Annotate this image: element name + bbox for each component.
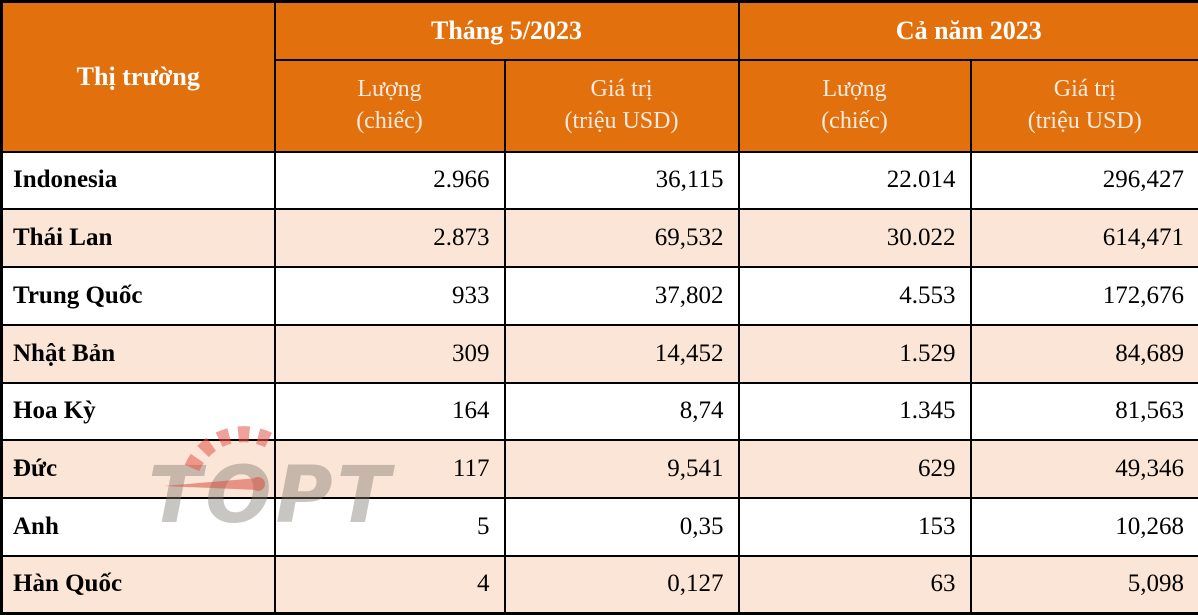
cell-value: 172,676 xyxy=(969,266,1198,326)
market-name: Thái Lan xyxy=(0,208,276,268)
corner-header-thi-truong: Thị trường xyxy=(0,0,276,153)
table-row-anh: Anh 5 0,35 153 10,268 xyxy=(0,497,1198,557)
subheader-luong-thang: Lượng (chiếc) xyxy=(273,58,506,153)
table-header: Thị trường Tháng 5/2023 Cả năm 2023 Lượn… xyxy=(0,0,1198,153)
cell-value: 4.553 xyxy=(737,266,972,326)
header-group-row: Thị trường Tháng 5/2023 Cả năm 2023 xyxy=(0,0,1198,153)
market-name: Trung Quốc xyxy=(0,266,276,326)
cell-value: 1.345 xyxy=(737,381,972,442)
cell-value: 4 xyxy=(273,554,506,615)
cell-value: 63 xyxy=(737,554,972,615)
table-row-nhat-ban: Nhật Bản 309 14,452 1.529 84,689 xyxy=(0,323,1198,384)
cell-value: 84,689 xyxy=(969,323,1198,384)
market-name: Nhật Bản xyxy=(0,323,276,384)
cell-value: 117 xyxy=(273,439,506,499)
cell-value: 5,098 xyxy=(969,554,1198,615)
market-name: Hàn Quốc xyxy=(0,554,276,615)
cell-value: 30.022 xyxy=(737,208,972,268)
cell-value: 10,268 xyxy=(969,497,1198,557)
subheader-gia-tri-nam: Giá trị (triệu USD) xyxy=(969,58,1198,153)
cell-value: 9,541 xyxy=(503,439,740,499)
cell-value: 0,35 xyxy=(503,497,740,557)
cell-value: 22.014 xyxy=(737,150,972,211)
market-name: Anh xyxy=(0,497,276,557)
table-row-trung-quoc: Trung Quốc 933 37,802 4.553 172,676 xyxy=(0,266,1198,326)
table-body: Indonesia 2.966 36,115 22.014 296,427 Th… xyxy=(0,150,1198,615)
table-row-han-quoc: Hàn Quốc 4 0,127 63 5,098 xyxy=(0,554,1198,615)
header-sub-row: Lượng (chiếc) Giá trị (triệu USD) Lượng … xyxy=(2,58,1198,153)
cell-value: 164 xyxy=(273,381,506,442)
market-name: Indonesia xyxy=(0,150,276,211)
cell-value: 153 xyxy=(737,497,972,557)
cell-value: 2.873 xyxy=(273,208,506,268)
cell-value: 49,346 xyxy=(969,439,1198,499)
table-row-thai-lan: Thái Lan 2.873 69,532 30.022 614,471 xyxy=(0,208,1198,268)
group-header-thang-5-2023: Tháng 5/2023 xyxy=(273,0,740,61)
cell-value: 614,471 xyxy=(969,208,1198,268)
table-row-indonesia: Indonesia 2.966 36,115 22.014 296,427 xyxy=(0,150,1198,211)
market-name: Hoa Kỳ xyxy=(0,381,276,442)
cell-value: 8,74 xyxy=(503,381,740,442)
cell-value: 2.966 xyxy=(273,150,506,211)
table-row-hoa-ky: Hoa Kỳ 164 8,74 1.345 81,563 xyxy=(0,381,1198,442)
group-header-ca-nam-2023: Cả năm 2023 xyxy=(737,0,1198,61)
cell-value: 69,532 xyxy=(503,208,740,268)
cell-value: 1.529 xyxy=(737,323,972,384)
cell-value: 0,127 xyxy=(503,554,740,615)
cell-value: 296,427 xyxy=(969,150,1198,211)
cell-value: 14,452 xyxy=(503,323,740,384)
cell-value: 5 xyxy=(273,497,506,557)
cell-value: 81,563 xyxy=(969,381,1198,442)
cell-value: 309 xyxy=(273,323,506,384)
subheader-gia-tri-thang: Giá trị (triệu USD) xyxy=(503,58,740,153)
cell-value: 933 xyxy=(273,266,506,326)
table-row-duc: Đức 117 9,541 629 49,346 xyxy=(0,439,1198,499)
cell-value: 36,115 xyxy=(503,150,740,211)
cell-value: 629 xyxy=(737,439,972,499)
subheader-luong-nam: Lượng (chiếc) xyxy=(737,58,972,153)
market-name: Đức xyxy=(0,439,276,499)
cell-value: 37,802 xyxy=(503,266,740,326)
